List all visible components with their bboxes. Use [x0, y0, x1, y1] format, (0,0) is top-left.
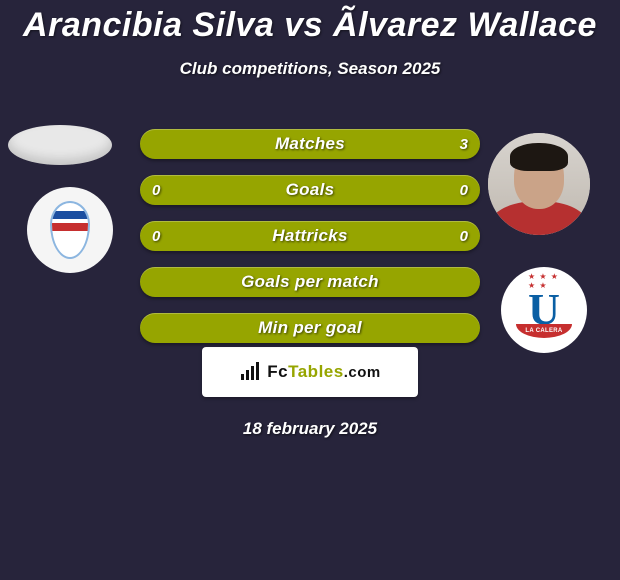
brand-tables: Tables [288, 362, 344, 381]
brand-com: .com [344, 364, 381, 381]
player-right-portrait [488, 133, 590, 235]
stat-bar-label: Min per goal [140, 313, 480, 343]
club-right-band: LA CALERA [516, 324, 572, 338]
date-label: 18 february 2025 [0, 419, 620, 439]
page-title: Arancibia Silva vs Ãlvarez Wallace [0, 0, 620, 45]
bar-chart-icon [239, 362, 261, 382]
stat-bar-label: Goals [140, 175, 480, 205]
stat-bar: Goals per match [140, 267, 480, 297]
stat-bars: 3Matches 00Goals 00Hattricks Goals per matc… [140, 129, 480, 359]
player-right-avatar [488, 133, 590, 235]
stat-bar-label: Matches [140, 129, 480, 159]
club-left-logo [27, 187, 113, 273]
stat-bar: 00Goals [140, 175, 480, 205]
stat-bar: 00Hattricks [140, 221, 480, 251]
brand-text: FcTables.com [267, 362, 380, 382]
stat-bar: Min per goal [140, 313, 480, 343]
stat-bar-label: Hattricks [140, 221, 480, 251]
brand-fc: Fc [267, 362, 288, 381]
club-left-shield-icon [50, 201, 90, 259]
subtitle: Club competitions, Season 2025 [0, 59, 620, 79]
stat-bar-label: Goals per match [140, 267, 480, 297]
club-right-logo: ★ ★ ★ ★ ★ U LA CALERA [501, 267, 587, 353]
player-left-avatar [8, 125, 112, 165]
stat-bar: 3Matches [140, 129, 480, 159]
club-right-shield-icon: ★ ★ ★ ★ ★ U LA CALERA [512, 278, 576, 342]
